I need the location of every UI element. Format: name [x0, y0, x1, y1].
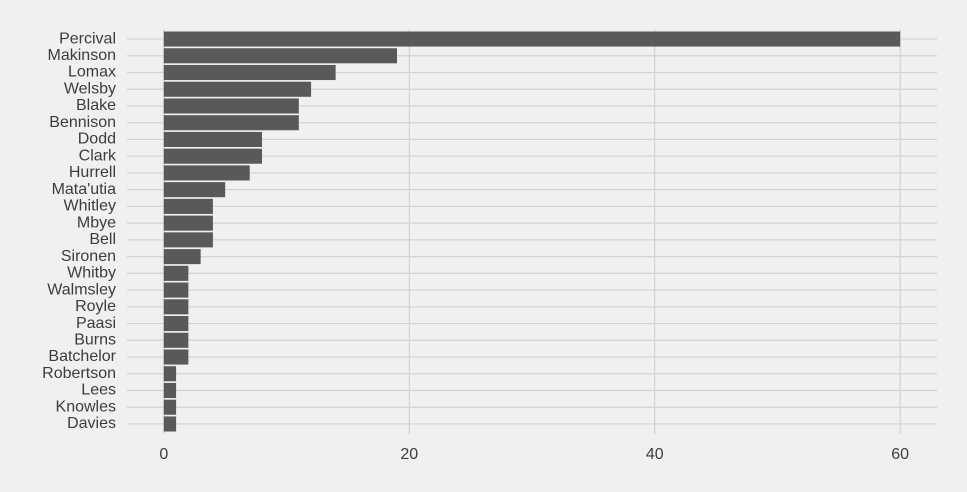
- bar: [163, 265, 189, 281]
- bar: [163, 148, 262, 164]
- bar: [163, 282, 189, 298]
- bar: [163, 382, 177, 399]
- bar: [163, 64, 336, 81]
- y-tick-label: Walmsley: [47, 281, 116, 298]
- y-tick-label: Sironen: [61, 248, 116, 265]
- bar: [163, 182, 226, 198]
- bar: [163, 399, 177, 415]
- bar: [163, 316, 189, 332]
- bar: [163, 299, 189, 315]
- y-tick-label: Bell: [89, 231, 116, 248]
- bar: [163, 232, 213, 248]
- y-tick-label: Dodd: [78, 131, 116, 148]
- bar: [163, 165, 250, 181]
- bar: [163, 81, 312, 97]
- bar: [163, 98, 299, 114]
- bar: [163, 349, 189, 365]
- x-tick-label: 40: [646, 446, 664, 463]
- bar: [163, 332, 189, 348]
- bar: [163, 48, 397, 64]
- y-tick-label: Burns: [74, 331, 116, 348]
- bar: [163, 131, 262, 147]
- y-tick-label: Robertson: [42, 365, 116, 382]
- bar: [163, 115, 299, 131]
- bar: [163, 416, 177, 432]
- bar: [163, 366, 177, 382]
- y-tick-label: Lomax: [68, 64, 116, 81]
- bar: [163, 31, 901, 47]
- y-tick-label: Hurrell: [69, 164, 116, 181]
- y-tick-label: Whitby: [67, 265, 116, 282]
- y-tick-label: Davies: [67, 415, 116, 432]
- y-tick-label: Blake: [76, 97, 116, 114]
- y-tick-label: Mbye: [77, 214, 116, 231]
- y-tick-label: Whitley: [64, 198, 116, 215]
- y-tick-label: Paasi: [76, 315, 116, 332]
- y-tick-label: Mata'utia: [52, 181, 117, 198]
- y-tick-label: Bennison: [49, 114, 116, 131]
- y-tick-label: Royle: [75, 298, 116, 315]
- x-tick-label: 20: [400, 446, 418, 463]
- y-tick-label: Percival: [59, 30, 116, 47]
- y-tick-label: Makinson: [48, 47, 116, 64]
- y-tick-label: Knowles: [56, 398, 116, 415]
- bar: [163, 215, 213, 231]
- y-tick-label: Welsby: [64, 80, 116, 97]
- x-tick-label: 60: [891, 446, 909, 463]
- bar: [163, 198, 213, 214]
- y-tick-label: Lees: [81, 382, 116, 399]
- y-tick-label: Batchelor: [48, 348, 116, 365]
- y-tick-label: Clark: [79, 147, 117, 164]
- x-tick-label: 0: [159, 446, 168, 463]
- bar: [163, 249, 201, 265]
